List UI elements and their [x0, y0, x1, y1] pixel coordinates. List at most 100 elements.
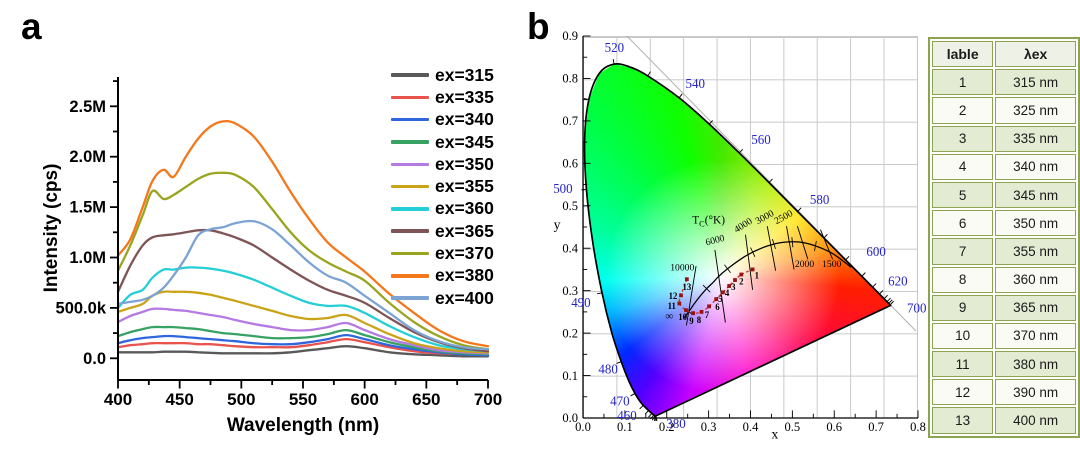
- legend-line-swatch: [391, 117, 429, 122]
- x-tick-label: 500: [227, 390, 255, 409]
- cie-point-label-12: 12: [669, 291, 678, 301]
- table-row: 8 360 nm: [932, 266, 1076, 293]
- legend-line-swatch: [391, 73, 429, 77]
- cie-point-label-5: 5: [718, 294, 723, 304]
- locus-tick-430: [650, 414, 655, 420]
- table-cell-label: 5: [932, 181, 994, 209]
- legend-line-swatch: [391, 140, 429, 144]
- locus-tick-460: [639, 405, 644, 410]
- locus-tick-560: [738, 148, 744, 154]
- cie-x-tick-label: 0.7: [868, 420, 884, 434]
- legend-line-swatch: [391, 229, 429, 233]
- cie-y-tick-label: 0.5: [562, 199, 578, 213]
- cie-point-label-4: 4: [725, 288, 730, 298]
- table-header-label: lable: [932, 41, 994, 68]
- spectra-legend: ex=315 ex=335 ex=340 ex=345 ex=350 ex=355 ex=3…: [391, 64, 494, 309]
- legend-item: ex=360: [391, 198, 494, 220]
- locus-tick-680: [889, 300, 894, 306]
- table-cell-lambda-ex: 325 nm: [995, 97, 1076, 124]
- table-cell-label: 2: [932, 97, 994, 124]
- cie-point-label-10: 10: [678, 312, 687, 322]
- table-cell-lambda-ex: 365 nm: [995, 294, 1076, 321]
- wavelength-label-580: 580: [810, 192, 830, 207]
- cie-point-7: [707, 304, 711, 309]
- table-cell-lambda-ex: 355 nm: [995, 238, 1076, 265]
- planck-minor-tick: [814, 241, 817, 252]
- curve-ex-370: [116, 171, 490, 351]
- cie-y-tick-label: 0.2: [562, 326, 578, 340]
- wavelength-label-380: 380: [666, 416, 686, 431]
- locus-tick-490: [597, 292, 603, 295]
- locus-tick-510: [583, 98, 589, 101]
- wavelength-label-620: 620: [888, 273, 908, 288]
- table-cell-lambda-ex: 400 nm: [995, 407, 1076, 434]
- wavelength-label-540: 540: [686, 76, 706, 91]
- cie-point-1: [750, 267, 755, 272]
- cie-x-tick-label: 0.5: [785, 420, 801, 434]
- panel-b-label: b: [527, 6, 550, 47]
- cie-x-tick-label: 0.3: [701, 420, 717, 434]
- curve-ex-315: [116, 345, 490, 358]
- x-tick-label: 400: [104, 390, 132, 409]
- table-cell-lambda-ex: 380 nm: [995, 351, 1076, 378]
- table-row: 7 355 nm: [932, 238, 1076, 265]
- y-tick-label: 2.0M: [69, 148, 106, 166]
- table-cell-lambda-ex: 360 nm: [995, 266, 1076, 293]
- table-row: 1 315 nm: [932, 69, 1076, 96]
- spectra-curves: [116, 120, 490, 358]
- curve-ex-355: [116, 290, 490, 354]
- iso-cct-line-2500: [786, 226, 795, 270]
- curve-ex-400: [116, 219, 490, 351]
- cie-point-8: [699, 309, 704, 314]
- cie-x-tick-label: 0.6: [826, 420, 842, 434]
- temp-label-10000: 10000: [670, 263, 694, 274]
- cie-point-label-2: 2: [739, 276, 744, 286]
- table-cell-label: 6: [932, 210, 994, 237]
- planck-minor-tick: [791, 237, 794, 248]
- locus-wavelength-ticks: [581, 59, 894, 422]
- locus-tick-570: [768, 178, 773, 183]
- cie-y-tick-label: 0.6: [562, 157, 578, 171]
- temp-label-2500: 2500: [773, 208, 795, 227]
- table-cell-label: 4: [932, 153, 994, 180]
- cie-point-label-3: 3: [731, 282, 736, 292]
- cie-y-tick-label: 0.3: [562, 284, 578, 298]
- cie-x-tick-label: 0.0: [575, 420, 591, 434]
- legend-label: ex=400: [435, 287, 494, 308]
- cie-point-10: [684, 308, 688, 313]
- table-cell-lambda-ex: 370 nm: [995, 322, 1076, 350]
- table-cell-lambda-ex: 335 nm: [995, 125, 1076, 152]
- cie-panel: 0.0 0.1 0.2 0.3 0.4 0.5 0.6 0.7 0.8 0.0 0.1 0.2 0.3 0…: [540, 0, 1080, 464]
- cie-point-6: [714, 297, 719, 302]
- table-cell-lambda-ex: 340 nm: [995, 153, 1076, 180]
- table-cell-lambda-ex: 345 nm: [995, 181, 1076, 209]
- table-cell-label: 10: [932, 322, 994, 350]
- cie-ticks: [582, 35, 919, 419]
- temp-label-1500: 1500: [822, 259, 841, 270]
- x-tick-label: 600: [350, 390, 378, 409]
- planck-minor-ticks: [684, 237, 817, 315]
- wavelength-label-500: 500: [553, 181, 573, 196]
- planck-minor-tick: [724, 264, 731, 274]
- iso-cct-line-10000: [685, 265, 697, 326]
- x-axis-title: Wavelength (nm): [227, 415, 379, 436]
- legend-label: ex=365: [435, 220, 494, 241]
- x-tick-label: 550: [289, 390, 317, 409]
- table-row: 13 400 nm: [932, 407, 1076, 434]
- y-tick-label: 1.5M: [69, 199, 106, 217]
- wavelength-label-600: 600: [866, 244, 886, 259]
- table-row: 4 340 nm: [932, 153, 1076, 180]
- locus-tick-550: [708, 120, 714, 125]
- cie-x-tick-label: 0.4: [743, 420, 759, 434]
- data-points: [677, 267, 755, 316]
- table-cell-label: 7: [932, 238, 994, 265]
- cie-point-11: [677, 301, 682, 306]
- cie-point-13: [684, 277, 689, 282]
- x-tick-label: 700: [474, 390, 502, 409]
- cie-point-label-6: 6: [715, 302, 720, 312]
- locus-tick-440: [648, 413, 653, 418]
- temp-label-6000: 6000: [704, 233, 726, 249]
- curve-ex-360: [116, 266, 490, 353]
- locus-tick-650: [886, 297, 891, 303]
